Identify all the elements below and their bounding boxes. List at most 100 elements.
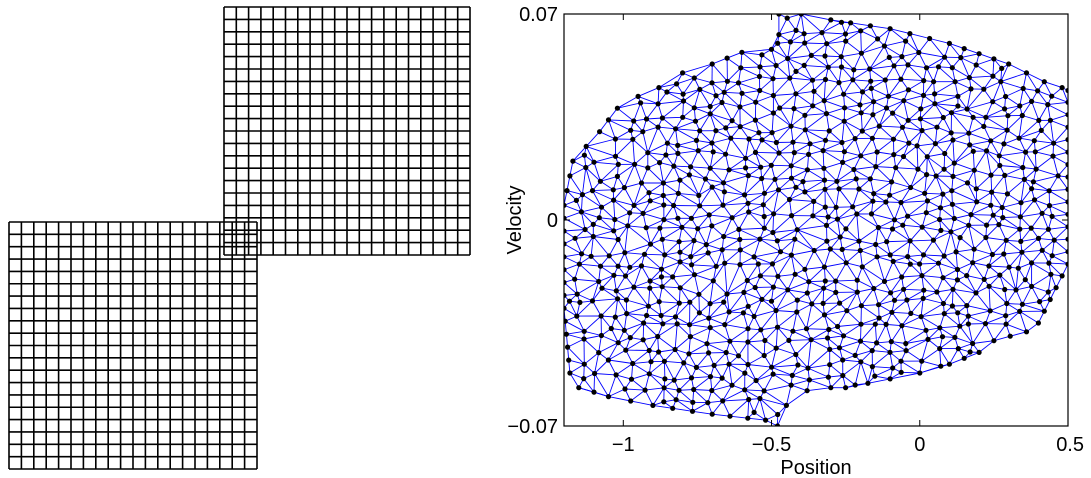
data-point — [625, 223, 631, 229]
data-point — [670, 274, 676, 280]
mesh-edge — [690, 150, 699, 167]
data-point — [821, 98, 827, 104]
data-point — [859, 128, 865, 134]
mesh-edge — [711, 217, 733, 227]
mesh-edge — [1020, 199, 1035, 218]
data-point — [857, 102, 863, 108]
mesh-edge — [666, 91, 684, 95]
mesh-edge — [923, 254, 945, 257]
mesh-edge — [569, 372, 580, 388]
mesh-edge — [903, 156, 919, 170]
data-point — [852, 136, 858, 142]
data-point — [655, 124, 661, 130]
data-point — [745, 200, 751, 206]
data-point — [888, 339, 894, 345]
mesh-edge — [843, 120, 863, 132]
mesh-edge — [892, 261, 903, 278]
data-point — [581, 328, 587, 334]
data-point — [567, 370, 573, 376]
data-point — [664, 140, 671, 146]
mesh-edge — [999, 155, 1024, 168]
data-point — [889, 179, 895, 185]
mesh-edge — [646, 219, 665, 229]
mesh-edge — [723, 82, 739, 93]
data-point — [819, 29, 825, 36]
mesh-edge — [789, 77, 813, 81]
mesh-edge — [1035, 155, 1054, 170]
mesh-edge — [740, 119, 756, 128]
data-point — [658, 274, 665, 280]
mesh-edge — [803, 65, 813, 81]
mesh-edge — [809, 139, 826, 145]
data-point — [697, 128, 703, 134]
mesh-edge — [811, 287, 825, 305]
mesh-edge — [1035, 168, 1059, 177]
data-point — [949, 303, 956, 309]
mesh-edge — [889, 187, 911, 196]
mesh-edge — [968, 225, 975, 250]
mesh-edge — [753, 256, 773, 265]
data-point — [707, 301, 713, 307]
mesh-edge — [976, 188, 992, 193]
data-point — [825, 64, 831, 70]
data-point — [986, 283, 992, 289]
mesh-edge — [564, 282, 578, 295]
data-point — [647, 241, 654, 247]
mesh-edge — [652, 387, 665, 406]
mesh-edge — [721, 102, 733, 121]
mesh-edge — [954, 81, 972, 90]
data-point — [968, 86, 974, 92]
mesh-edge — [626, 313, 644, 324]
data-point — [1065, 186, 1068, 192]
mesh-edge — [633, 286, 650, 289]
mesh-edge — [901, 371, 920, 374]
data-point — [691, 105, 697, 111]
data-point — [597, 178, 604, 184]
mesh-edge — [950, 224, 969, 233]
mesh-edge — [877, 28, 891, 40]
data-point — [954, 266, 961, 273]
mesh-edge — [1021, 238, 1039, 253]
mesh-edge — [926, 56, 945, 69]
data-point — [785, 287, 791, 293]
mesh-edge — [900, 64, 909, 80]
data-point — [786, 196, 793, 203]
data-point — [867, 176, 873, 182]
mesh-edge — [667, 128, 676, 144]
data-point — [774, 238, 780, 244]
mesh-edge — [836, 206, 853, 208]
mesh-edge — [729, 328, 749, 342]
mesh-edge — [624, 388, 646, 391]
mesh-edge — [883, 28, 891, 47]
mesh-edge — [926, 156, 928, 175]
data-point — [789, 372, 795, 378]
mesh-edge — [878, 299, 895, 306]
mesh-edge — [1048, 262, 1068, 265]
data-point — [918, 106, 924, 112]
data-point — [999, 65, 1005, 71]
data-point — [1065, 211, 1068, 217]
mesh-edge — [872, 350, 891, 353]
mesh-edge — [921, 313, 945, 318]
mesh-edge — [747, 355, 765, 365]
mesh-edge — [649, 373, 666, 380]
mesh-edge — [1022, 115, 1039, 121]
mesh-edge — [761, 165, 772, 179]
data-point — [790, 328, 796, 334]
mesh-edge — [772, 254, 792, 265]
data-point — [871, 285, 877, 292]
mesh-edge — [760, 275, 774, 288]
mesh-edge — [876, 324, 887, 344]
mesh-edge — [903, 288, 924, 291]
data-point — [899, 323, 905, 329]
mesh-edge — [842, 248, 861, 251]
data-point — [1065, 161, 1068, 168]
mesh-edge — [856, 200, 874, 215]
data-point — [648, 359, 654, 365]
mesh-edge — [922, 226, 941, 231]
mesh-edge — [908, 80, 924, 91]
data-point — [697, 86, 703, 92]
mesh-edge — [952, 175, 968, 184]
mesh-edge — [647, 152, 666, 156]
data-point — [1035, 320, 1041, 326]
